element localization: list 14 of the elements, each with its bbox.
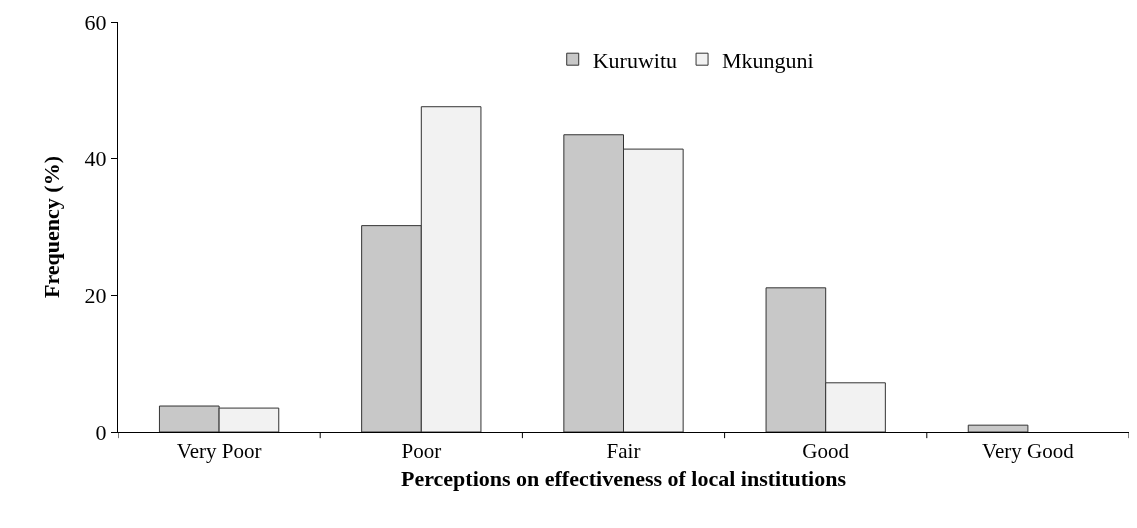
y-tick-label: 0 [95,419,107,445]
x-tick-label: Very Poor [176,439,262,464]
y-tick-label: 60 [84,9,107,35]
x-tick-label: Poor [401,439,442,464]
y-tick-label: 20 [84,283,107,309]
legend-label: Kuruwitu [592,47,678,73]
bar [967,424,1029,432]
x-axis-title: Perceptions on effectiveness of local institutions [400,466,847,492]
x-tick-label: Fair [606,439,641,464]
x-tick-label: Very Good [982,439,1075,464]
x-tick-label: Good [802,439,850,464]
legend-label: Mkunguni [722,47,814,73]
y-axis-title: Frequency (%) [39,156,65,298]
y-tick-label: 40 [84,146,107,172]
